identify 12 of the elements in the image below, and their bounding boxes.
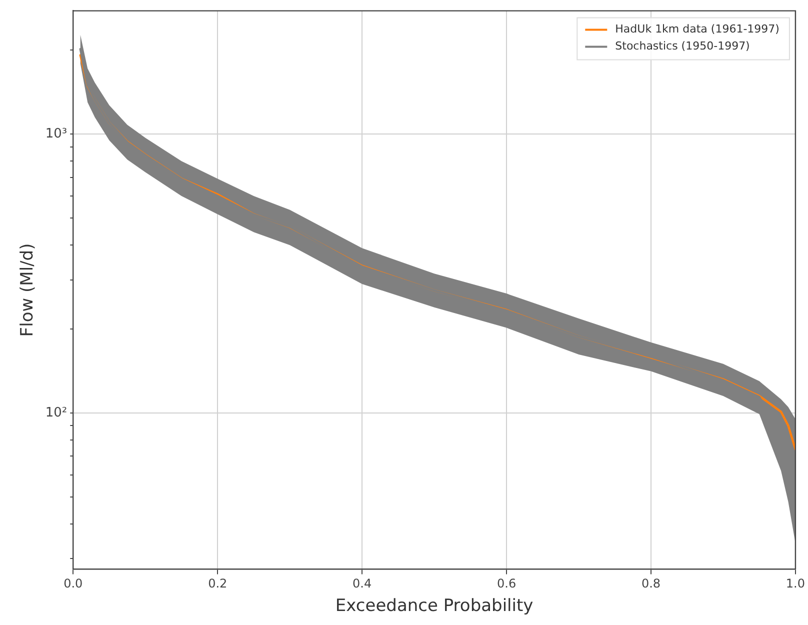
x-tick-label: 0.2 [208, 576, 228, 591]
legend-label: HadUk 1km data (1961-1997) [615, 22, 780, 36]
x-axis-title: Exceedance Probability [335, 596, 534, 616]
y-tick-label: 10² [45, 405, 68, 420]
legend-label: Stochastics (1950-1997) [615, 40, 750, 53]
y-tick-label: 10³ [45, 126, 68, 142]
x-tick-label: 0.0 [64, 576, 83, 591]
x-tick-label: 1.0 [786, 576, 806, 591]
x-tick-label: 0.8 [641, 576, 661, 591]
y-axis-title: Flow (Ml/d) [18, 243, 38, 337]
x-tick-label: 0.6 [496, 576, 516, 591]
x-tick-label: 0.4 [352, 576, 372, 591]
